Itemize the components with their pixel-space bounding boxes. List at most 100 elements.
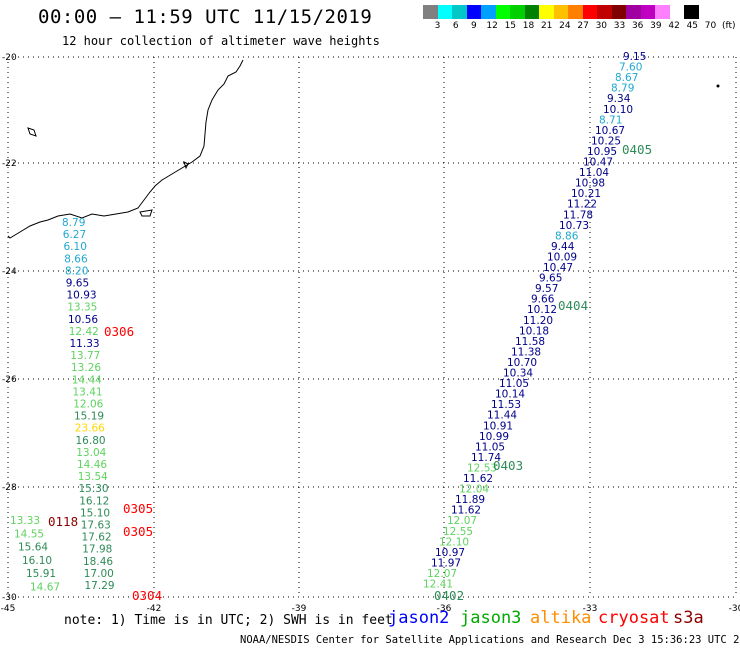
color-scale-label: 24: [559, 21, 571, 31]
wave-height-value: 9.66: [531, 294, 555, 306]
wave-height-value: 11.44: [487, 410, 517, 422]
wave-height-value: 10.56: [68, 314, 98, 326]
island-outline: [183, 161, 189, 170]
wave-height-value: 6.27: [63, 229, 86, 241]
wave-height-value: 8.79: [611, 83, 634, 95]
wave-height-value: 9.65: [539, 273, 562, 285]
wave-height-value: 9.15: [623, 51, 646, 63]
wave-height-value: 8.20: [65, 265, 88, 277]
wave-height-value: 10.14: [495, 389, 525, 401]
wave-height-value: 8.79: [62, 217, 85, 229]
wave-height-value: 15.30: [79, 483, 109, 495]
wave-height-value: 10.99: [479, 431, 509, 443]
longitude-tick-label: -36: [437, 604, 452, 614]
color-swatch: [423, 5, 438, 19]
legend-jason2: jason2: [388, 608, 450, 628]
color-swatch: [568, 5, 583, 19]
wave-height-value: 11.58: [515, 336, 545, 348]
wave-height-value: 18.46: [83, 556, 113, 568]
wave-height-value: 17.29: [85, 580, 115, 592]
color-scale-label: 36: [631, 21, 644, 31]
color-swatch: [611, 5, 626, 19]
wave-height-value: 16.80: [76, 435, 106, 447]
pass-time-label: 0402: [434, 588, 464, 603]
wave-height-value: 8.67: [615, 72, 638, 84]
color-scale-label: 70: [704, 21, 717, 31]
figure-title: 00:00 – 11:59 UTC 11/15/2019: [38, 6, 373, 28]
color-swatch: [510, 5, 525, 19]
wave-height-value: 11.53: [491, 399, 521, 411]
color-swatch: [655, 5, 670, 19]
wave-height-value: 11.97: [431, 557, 461, 569]
legend-s3a: s3a: [673, 608, 704, 628]
latitude-tick-label: -24: [2, 267, 17, 277]
color-swatch: [437, 5, 452, 19]
pass-time-label: 0305: [123, 501, 153, 516]
pass-time-label: 0404: [558, 298, 588, 313]
wave-height-value: 17.98: [82, 544, 112, 556]
wave-height-value: 10.25: [591, 135, 621, 147]
wave-height-value: 12.07: [427, 568, 457, 580]
color-swatch: [524, 5, 539, 19]
color-scale-unit: (ft): [722, 21, 736, 31]
latitude-tick-label: -20: [2, 53, 17, 63]
wave-height-value: 10.18: [519, 325, 549, 337]
wave-height-value: 16.12: [79, 495, 109, 507]
wave-height-value: 12.55: [443, 526, 473, 538]
legend-jason3: jason3: [460, 608, 522, 628]
footnote: note: 1) Time is in UTC; 2) SWH is in fe…: [64, 613, 393, 628]
wave-height-value: 14.44: [72, 374, 102, 386]
latitude-tick-label: -28: [2, 483, 17, 493]
color-scale-label: 30: [595, 21, 608, 31]
color-scale-label: 15: [504, 21, 517, 31]
pass-time-label: 0305: [123, 524, 153, 539]
wave-height-value: 15.19: [74, 411, 104, 423]
wave-height-value: 10.10: [603, 104, 633, 116]
wave-height-value: 11.04: [579, 167, 609, 179]
wave-height-value: 10.93: [67, 290, 97, 302]
wave-height-value: 10.47: [543, 262, 573, 274]
wave-height-value: 7.60: [619, 62, 642, 74]
wave-height-value: 11.89: [455, 494, 485, 506]
wave-height-value: 10.67: [595, 125, 625, 137]
wave-height-value: 15.64: [18, 542, 48, 554]
wave-height-value: 10.09: [547, 251, 577, 263]
wave-height-value: 13.35: [67, 302, 97, 314]
latitude-tick-label: -22: [2, 159, 17, 169]
color-scale-label: 27: [577, 21, 589, 31]
wave-height-value: 14.55: [14, 528, 44, 540]
legend-cryosat: cryosat: [598, 608, 670, 628]
wave-height-value: 12.42: [69, 326, 99, 338]
pass-time-label: 0405: [622, 142, 652, 157]
wave-height-value: 11.05: [475, 441, 505, 453]
color-scale-label: 42: [668, 21, 680, 31]
small-island-dot: [716, 84, 720, 88]
pass-time-label: 0403: [493, 458, 523, 473]
color-scale-label: 39: [650, 21, 662, 31]
wave-height-value: 14.46: [77, 459, 107, 471]
longitude-tick-label: -30: [729, 604, 740, 614]
wave-height-value: 23.66: [75, 423, 105, 435]
color-scale-label: 9: [471, 21, 477, 31]
figure-subtitle: 12 hour collection of altimeter wave hei…: [62, 34, 380, 48]
wave-height-value: 9.44: [551, 241, 575, 253]
wave-height-value: 11.33: [70, 338, 100, 350]
color-swatch: [582, 5, 597, 19]
coastline: [7, 59, 244, 239]
wave-height-value: 10.34: [503, 368, 533, 380]
color-swatch: [452, 5, 467, 19]
color-scale-label: 21: [540, 21, 553, 31]
wave-height-value: 13.77: [70, 350, 100, 362]
wave-height-value: 10.95: [587, 146, 617, 158]
wave-height-value: 10.70: [507, 357, 537, 369]
wave-height-value: 11.22: [567, 199, 597, 211]
wave-height-value: 8.66: [64, 253, 88, 265]
legend-altika: altika: [530, 608, 592, 628]
color-swatch: [553, 5, 568, 19]
wave-height-value: 9.57: [535, 283, 558, 295]
color-swatch: [640, 5, 655, 19]
wave-height-value: 17.63: [81, 520, 111, 532]
wave-height-value: 11.20: [523, 315, 553, 327]
